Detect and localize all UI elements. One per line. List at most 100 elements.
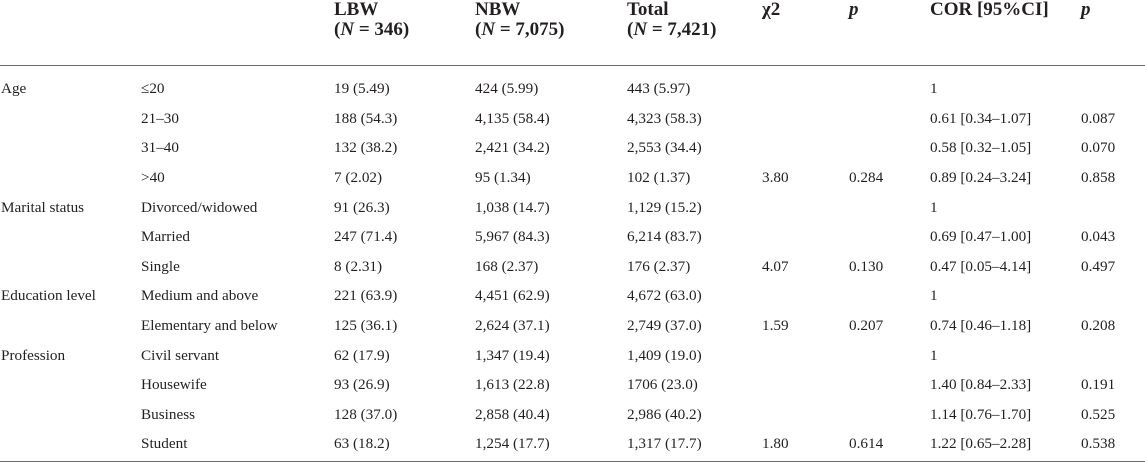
cell-total: 1706 (23.0)	[627, 376, 698, 394]
cell-p2: 0.538	[1079, 429, 1145, 463]
cell-chi2	[760, 104, 847, 134]
cell-p	[847, 370, 928, 400]
table-row: Business 128 (37.0) 2,858 (40.4) 2,986 (40.…	[0, 400, 1145, 430]
table-header: LBW (N = 346) NBW (N = 7,075) Total (N =…	[0, 0, 1145, 66]
header-cor: COR [95%CI]	[928, 0, 1079, 66]
cell-p2	[1079, 282, 1145, 312]
cell-p2: 0.087	[1081, 109, 1116, 127]
header-p: p	[847, 0, 928, 66]
cell-variable: Marital status	[1, 198, 85, 216]
header-lbw-n: (N = 346)	[334, 19, 410, 40]
cell-variable	[0, 252, 137, 282]
cell-p: 0.207	[849, 317, 884, 335]
header-row: LBW (N = 346) NBW (N = 7,075) Total (N =…	[0, 0, 1145, 66]
cell-nbw: 95 (1.34)	[475, 169, 531, 187]
cell-variable: Age	[1, 80, 27, 98]
cell-nbw: 1,613 (22.8)	[475, 376, 550, 394]
cell-p2	[1079, 193, 1145, 223]
header-nbw: NBW (N = 7,075)	[473, 0, 625, 66]
cell-cor: 0.47 [0.05–4.14]	[930, 257, 1032, 275]
cell-variable	[0, 400, 137, 430]
cell-lbw: 7 (2.02)	[334, 169, 383, 187]
table-row: 31–40 132 (38.2) 2,421 (34.2) 2,553 (34.4) 0…	[0, 134, 1145, 164]
cell-p	[847, 193, 928, 223]
header-chi2-label: χ2	[762, 0, 781, 20]
cell-p2: 0.191	[1081, 376, 1116, 394]
table-row: Profession Civil servant 62 (17.9) 1,347 (1…	[0, 341, 1145, 371]
cell-lbw: 63 (18.2)	[332, 429, 473, 463]
table-body: Age ≤20 19 (5.49) 424 (5.99) 443 (5.97) 1 21–3…	[0, 65, 1145, 463]
header-nbw-n: (N = 7,075)	[475, 19, 565, 40]
cell-cor: 1.14 [0.76–1.70]	[930, 405, 1032, 423]
cell-p: 0.614	[847, 429, 928, 463]
cell-p2	[1079, 341, 1145, 371]
header-nbw-label: NBW	[475, 0, 521, 20]
cell-chi2	[760, 134, 847, 164]
header-category	[137, 0, 332, 66]
cell-lbw: 221 (63.9)	[334, 287, 398, 305]
header-variable	[0, 0, 137, 66]
header-p2-label: p	[1081, 0, 1091, 20]
cell-p	[847, 222, 928, 252]
cell-total: 443 (5.97)	[627, 80, 691, 98]
cell-lbw: 125 (36.1)	[334, 317, 398, 335]
cell-p	[847, 134, 928, 164]
table-row: Student 63 (18.2) 1,254 (17.7) 1,317 (17.7)…	[0, 429, 1145, 463]
cell-cor: 1	[930, 198, 938, 216]
cell-total: 6,214 (83.7)	[627, 228, 702, 246]
cell-cor: 0.69 [0.47–1.00]	[930, 228, 1032, 246]
cell-nbw: 2,624 (37.1)	[475, 317, 550, 335]
cell-lbw: 62 (17.9)	[334, 346, 390, 364]
cell-lbw: 247 (71.4)	[334, 228, 398, 246]
cell-chi2: 3.80	[762, 169, 789, 187]
cell-category: 31–40	[141, 139, 179, 157]
cell-p	[847, 65, 928, 104]
n-symbol: N	[481, 19, 496, 40]
cell-variable	[0, 429, 137, 463]
table-row: Single 8 (2.31) 168 (2.37) 176 (2.37) 4.07 0.…	[0, 252, 1145, 282]
cell-cor: 0.58 [0.32–1.05]	[930, 139, 1032, 157]
cell-total: 2,986 (40.2)	[627, 405, 702, 423]
table-row: Age ≤20 19 (5.49) 424 (5.99) 443 (5.97) 1	[0, 65, 1145, 104]
cell-lbw: 93 (26.9)	[334, 376, 390, 394]
cell-p	[847, 400, 928, 430]
cell-p	[847, 104, 928, 134]
cell-nbw: 2,421 (34.2)	[475, 139, 550, 157]
cell-chi2	[760, 282, 847, 312]
header-lbw-label: LBW	[334, 0, 379, 20]
cell-variable	[0, 222, 137, 252]
cell-p2	[1079, 65, 1145, 104]
header-p2: p	[1079, 0, 1145, 66]
cell-p: 0.284	[849, 169, 884, 187]
cell-chi2	[760, 222, 847, 252]
cell-variable	[0, 370, 137, 400]
cell-category: Student	[137, 429, 332, 463]
cell-category: Civil servant	[141, 346, 220, 364]
cell-p	[847, 341, 928, 371]
cell-nbw: 424 (5.99)	[475, 80, 539, 98]
cell-cor: 1.40 [0.84–2.33]	[930, 376, 1032, 394]
n-symbol: N	[633, 19, 648, 40]
cell-total: 2,553 (34.4)	[627, 139, 702, 157]
header-total-label: Total	[627, 0, 669, 20]
cell-lbw: 132 (38.2)	[334, 139, 398, 157]
cell-variable: Profession	[1, 346, 66, 364]
cell-category: Single	[141, 257, 180, 275]
cell-total: 102 (1.37)	[627, 169, 691, 187]
header-chi2: χ2	[760, 0, 847, 66]
cell-category: ≤20	[141, 80, 165, 98]
cell-category: >40	[141, 169, 165, 187]
cell-cor: 1	[930, 80, 938, 98]
cell-cor: 0.74 [0.46–1.18]	[930, 317, 1032, 335]
cell-nbw: 4,451 (62.9)	[475, 287, 550, 305]
cell-variable: Education level	[1, 287, 96, 305]
cell-lbw: 128 (37.0)	[334, 405, 398, 423]
cell-p2: 0.043	[1081, 228, 1116, 246]
table-row: Housewife 93 (26.9) 1,613 (22.8) 1706 (23.0…	[0, 370, 1145, 400]
table-row: Elementary and below 125 (36.1) 2,624 (37.…	[0, 311, 1145, 341]
table-row: Education level Medium and above 221 (63.9…	[0, 282, 1145, 312]
cell-cor: 1.22 [0.65–2.28]	[928, 429, 1079, 463]
cell-chi2: 4.07	[762, 257, 789, 275]
cell-nbw: 168 (2.37)	[475, 257, 539, 275]
